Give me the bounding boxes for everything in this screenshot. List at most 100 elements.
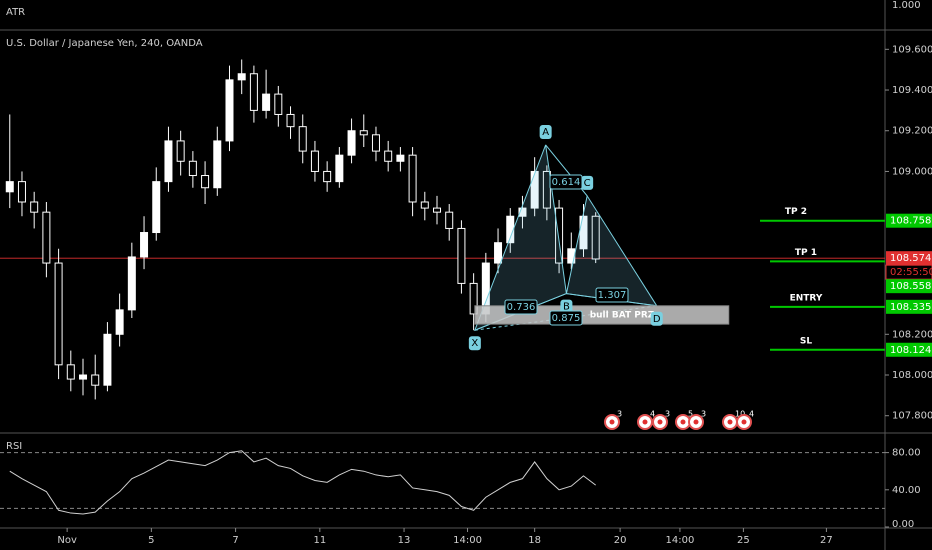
candle-body (201, 175, 210, 189)
x-tick-label: 27 (820, 535, 833, 546)
candle-body (42, 211, 51, 264)
candle-body (274, 93, 283, 115)
ratio-box (549, 310, 583, 326)
pattern-point-box (560, 299, 573, 314)
y-tick-label: 109.400 (892, 85, 932, 96)
candle-body (579, 215, 588, 250)
candle-body (54, 262, 63, 366)
candle-body (79, 374, 88, 380)
y-tick-label: 109.200 (892, 126, 932, 137)
candle-body (445, 211, 454, 229)
candle-body (30, 201, 39, 213)
event-dot (657, 419, 663, 425)
level-name: TP 1 (795, 248, 817, 258)
rsi-line (9, 450, 597, 515)
rsi-tick-label: 80.00 (892, 448, 921, 459)
pattern-point-box (539, 124, 552, 139)
candle-body (176, 140, 185, 162)
price-tag-label: 108.558 (890, 281, 931, 292)
rsi-title: RSI (6, 441, 22, 452)
y-tick-label: 107.800 (892, 411, 932, 422)
event-dot (609, 419, 615, 425)
pattern-point-label: C (584, 178, 591, 189)
x-tick-label: 25 (737, 535, 750, 546)
event-count: 5 (688, 410, 693, 419)
candle-body (371, 134, 380, 152)
candle-body (323, 170, 332, 183)
candle-body (457, 227, 466, 284)
candle-body (286, 113, 295, 128)
pattern-point-box (650, 311, 663, 326)
candle-body (518, 207, 527, 217)
candle-body (249, 73, 258, 111)
y-tick-label: 109.600 (892, 44, 932, 55)
ratio-label: 1.307 (598, 290, 627, 301)
candle-body (396, 154, 405, 162)
level-name: TP 2 (785, 207, 807, 217)
pattern-point-label: D (653, 314, 661, 325)
event-count: 10 (735, 410, 745, 419)
candle-body (542, 170, 551, 209)
event-count: 3 (617, 410, 622, 419)
event-dot (642, 419, 648, 425)
candle-body (420, 201, 429, 209)
prz-label: bull BAT PRZ (590, 310, 655, 320)
candle-body (310, 150, 319, 172)
candle-body (5, 181, 14, 193)
candle-body (591, 215, 600, 260)
ratio-label: 0.875 (552, 313, 581, 324)
atr-title: ATR (6, 7, 25, 18)
candle-body (530, 170, 539, 209)
y-tick-label: 109.000 (892, 166, 932, 177)
y-tick-label: 108.000 (892, 370, 932, 381)
candle-body (262, 93, 271, 111)
event-count: 4 (749, 410, 754, 419)
countdown-label: 02:55:50 (890, 267, 932, 278)
prz-box (474, 305, 730, 325)
x-tick-label: 11 (313, 535, 326, 546)
x-tick-label: 18 (528, 535, 541, 546)
price-tag (886, 213, 932, 228)
candle-body (127, 256, 136, 311)
candle-body (188, 160, 197, 177)
candle-body (225, 79, 234, 142)
price-tag-label: 108.574 (890, 253, 931, 264)
candle-body (347, 130, 356, 156)
candle-body (213, 140, 222, 189)
atr-tick: 1.000 (892, 0, 921, 11)
ratio-box (595, 287, 629, 303)
candle-body (555, 207, 564, 264)
price-tag-label: 108.124 (890, 345, 931, 356)
candle-body (152, 181, 161, 234)
x-tick-label: 7 (232, 535, 238, 546)
price-tag-label: 108.758 (890, 216, 931, 227)
rsi-tick-label: 40.00 (892, 485, 921, 496)
rsi-tick-label: 0.00 (892, 519, 914, 530)
candle-body (140, 232, 149, 258)
price-tag (886, 279, 932, 294)
y-tick-label: 108.200 (892, 329, 932, 340)
candle-body (298, 126, 307, 152)
candle-body (494, 242, 503, 264)
ratio-box (549, 174, 583, 190)
event-count: 3 (701, 410, 706, 419)
x-tick-label: Nov (57, 535, 77, 546)
event-dot (680, 419, 686, 425)
ratio-label: 0.614 (552, 177, 581, 188)
price-tag (886, 342, 932, 357)
candle-body (237, 73, 246, 81)
x-tick-label: 14:00 (666, 535, 695, 546)
pattern-point-label: B (563, 302, 570, 313)
candle-body (91, 374, 100, 386)
candle-body (115, 309, 124, 335)
candle-body (384, 150, 393, 162)
candle-body (359, 130, 368, 136)
candle-body (335, 154, 344, 183)
x-tick-label: 5 (148, 535, 154, 546)
x-tick-label: 13 (398, 535, 411, 546)
candle-body (66, 364, 75, 380)
candle-body (164, 140, 173, 183)
pattern-point-box (468, 336, 481, 351)
event-dot (693, 419, 699, 425)
